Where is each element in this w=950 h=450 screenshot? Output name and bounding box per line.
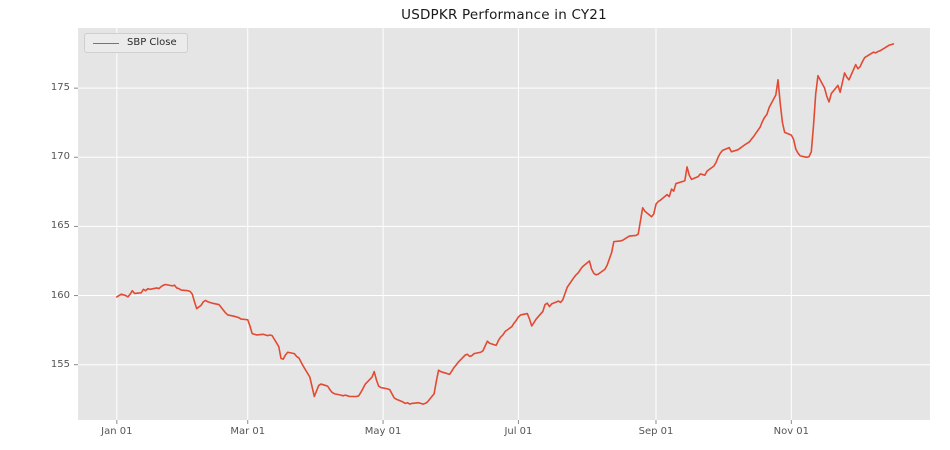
legend: SBP Close — [84, 33, 188, 53]
x-tick-label: Mar 01 — [230, 426, 266, 437]
legend-label: SBP Close — [127, 37, 177, 48]
y-tick-label: 160 — [50, 289, 70, 301]
plot-background — [78, 28, 930, 420]
x-tick-label: Jul 01 — [504, 426, 533, 437]
y-tick-label: 170 — [50, 151, 70, 163]
y-tick-label: 165 — [50, 220, 70, 232]
x-tick-label: May 01 — [364, 426, 402, 437]
x-tick-label: Nov 01 — [773, 426, 810, 437]
legend-line-swatch-icon — [93, 42, 119, 44]
chart-title: USDPKR Performance in CY21 — [401, 7, 607, 23]
x-tick-label: Sep 01 — [638, 426, 674, 437]
series-line-sbp-close — [116, 43, 895, 405]
y-tick-label: 155 — [50, 358, 70, 370]
x-tick-label: Jan 01 — [101, 426, 133, 437]
y-tick-label: 175 — [50, 82, 70, 94]
